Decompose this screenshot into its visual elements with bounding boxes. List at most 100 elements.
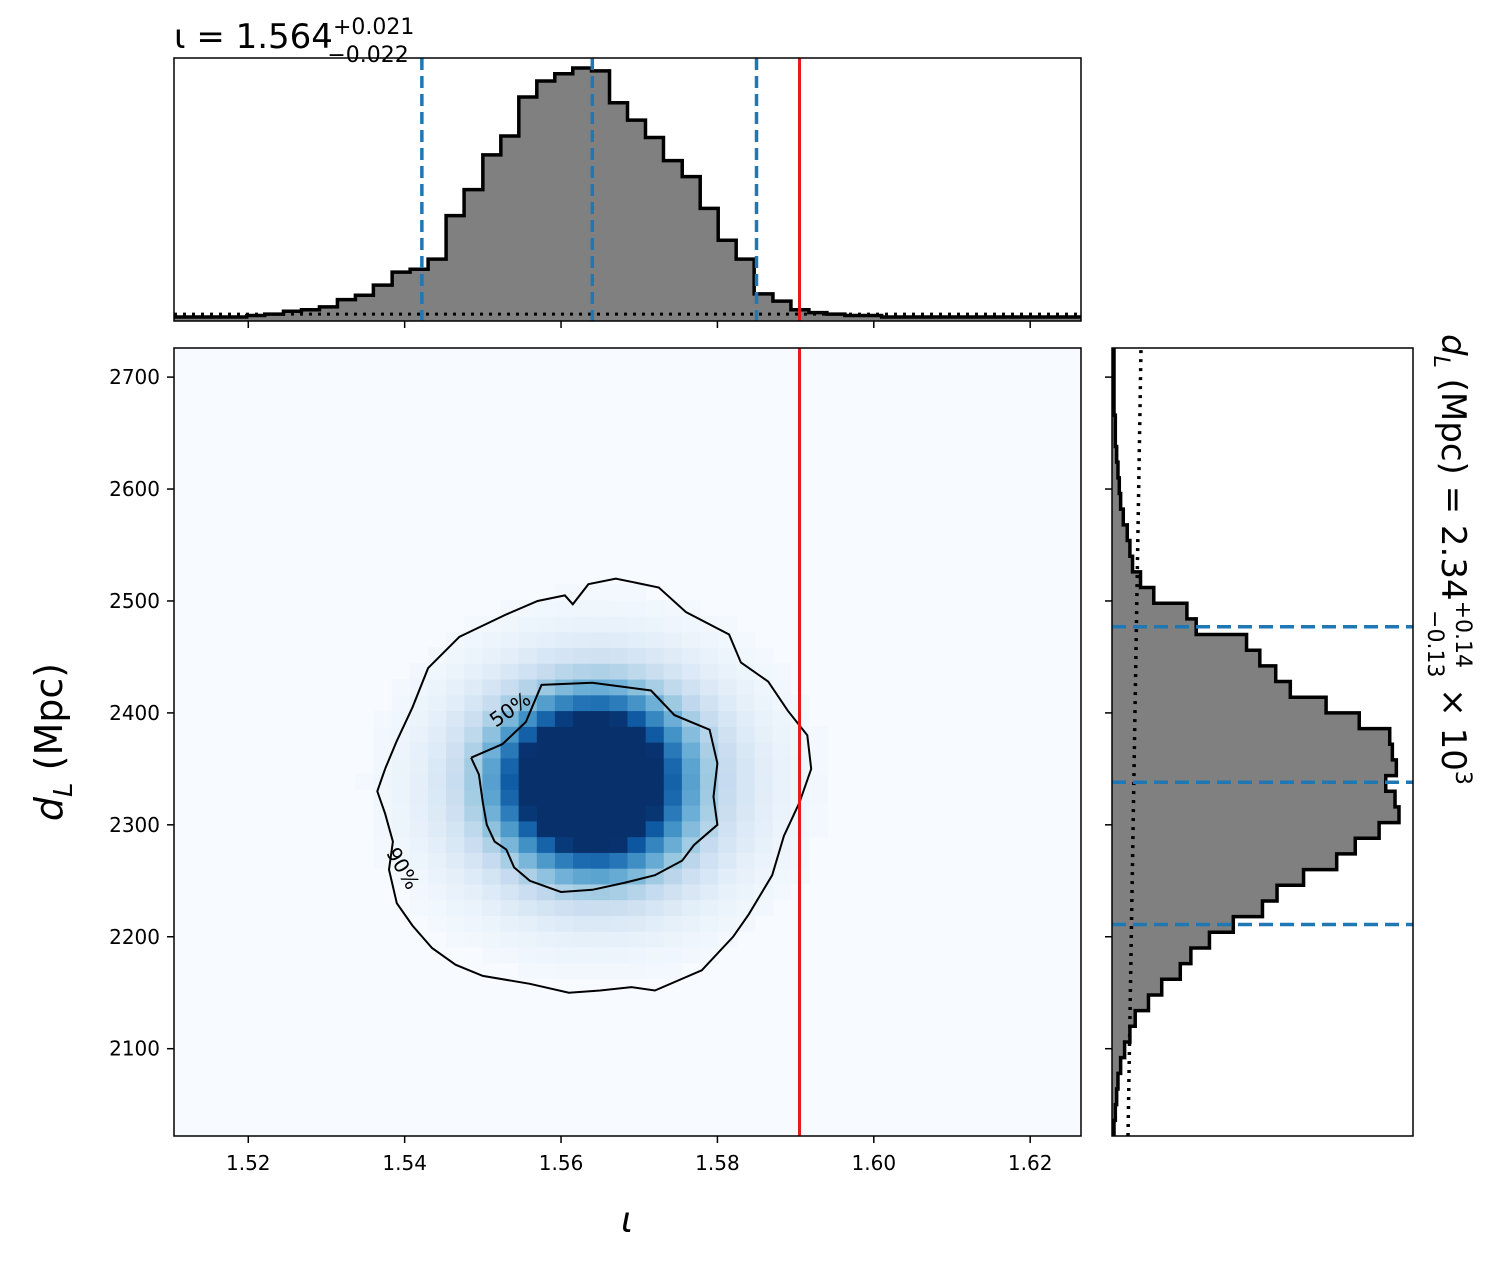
heatmap-cell	[500, 883, 520, 901]
heatmap-cell	[591, 773, 610, 790]
heatmap-cell	[427, 773, 447, 790]
heatmap-cell	[446, 726, 465, 743]
heatmap-cell	[591, 962, 610, 979]
heatmap-cell	[627, 678, 647, 696]
heatmap-cell	[681, 615, 701, 633]
heatmap-cell	[482, 663, 502, 680]
heatmap-cell	[427, 678, 447, 696]
heatmap-cell	[681, 836, 701, 853]
heatmap-cell	[700, 931, 719, 948]
heatmap-cell	[518, 678, 538, 696]
heatmap-cell	[500, 757, 520, 775]
heatmap-cell	[591, 694, 610, 712]
heatmap-cell	[591, 710, 610, 727]
heatmap-cell	[700, 946, 719, 964]
heatmap-cell	[391, 836, 411, 853]
heatmap-cell	[700, 915, 719, 932]
heatmap-cell	[700, 789, 719, 806]
heatmap-cell	[663, 726, 683, 743]
heatmap-cell	[627, 946, 647, 964]
heatmap-cell	[409, 694, 429, 712]
heatmap-cell	[482, 868, 502, 885]
heatmap-cell	[645, 946, 665, 964]
heatmap-cell	[736, 868, 756, 885]
heatmap-cell	[554, 820, 574, 838]
heatmap-cell	[681, 710, 701, 727]
heatmap-cell	[808, 757, 828, 775]
heatmap-cell	[645, 931, 665, 948]
heatmap-cell	[500, 789, 520, 806]
heatmap-cell	[681, 946, 701, 964]
heatmap-cell	[536, 678, 556, 696]
heatmap-cell	[609, 757, 629, 775]
heatmap-cell	[591, 631, 610, 649]
heatmap-cell	[554, 852, 574, 869]
density-heatmap	[355, 584, 828, 979]
heatmap-cell	[627, 757, 647, 775]
heatmap-cell	[736, 883, 756, 901]
heatmap-cell	[500, 600, 520, 617]
contour-90-line	[376, 577, 813, 994]
heatmap-cell	[754, 710, 774, 727]
heatmap-cell	[663, 710, 683, 727]
heatmap-cell	[627, 805, 647, 822]
heatmap-cell	[718, 773, 737, 790]
heatmap-cell	[573, 600, 592, 617]
heatmap-cell	[736, 915, 756, 932]
heatmap-cell	[500, 742, 520, 759]
heatmap-cell	[681, 678, 701, 696]
heatmap-cell	[609, 883, 629, 901]
heatmap-cell	[718, 710, 737, 727]
heatmap-cell	[573, 789, 592, 806]
heatmap-cell	[464, 836, 483, 853]
heatmap-cell	[808, 742, 828, 759]
heatmap-cell	[718, 915, 737, 932]
heatmap-cell	[464, 631, 483, 649]
heatmap-cell	[518, 600, 538, 617]
heatmap-cell	[591, 742, 610, 759]
heatmap-cell	[554, 647, 574, 664]
heatmap-cell	[754, 742, 774, 759]
heatmap-cell	[772, 726, 792, 743]
heatmap-cell	[609, 852, 629, 869]
heatmap-cell	[681, 899, 701, 916]
heatmap-cell	[627, 883, 647, 901]
heatmap-cell	[409, 678, 429, 696]
x-axis-label: ι	[621, 1200, 633, 1241]
top-marginal-title: ι = 1.564+0.021 −0.022	[174, 15, 414, 68]
heatmap-cell	[573, 805, 592, 822]
heatmap-cell	[573, 852, 592, 869]
heatmap-cell	[518, 615, 538, 633]
heatmap-cell	[373, 805, 393, 822]
heatmap-cell	[554, 600, 574, 617]
heatmap-cell	[409, 789, 429, 806]
heatmap-cell	[700, 805, 719, 822]
heatmap-cell	[700, 726, 719, 743]
heatmap-cell	[718, 805, 737, 822]
heatmap-cell	[391, 805, 411, 822]
heatmap-cell	[500, 773, 520, 790]
heatmap-cell	[409, 663, 429, 680]
heatmap-cell	[409, 820, 429, 838]
heatmap-cell	[446, 710, 465, 727]
heatmap-cell	[573, 757, 592, 775]
heatmap-cell	[554, 773, 574, 790]
heatmap-cell	[609, 631, 629, 649]
heatmap-cell	[609, 946, 629, 964]
heatmap-cell	[573, 836, 592, 853]
heatmap-cell	[627, 820, 647, 838]
heatmap-cell	[663, 694, 683, 712]
heatmap-cell	[627, 836, 647, 853]
heatmap-cell	[609, 868, 629, 885]
heatmap-cell	[446, 931, 465, 948]
heatmap-cell	[736, 647, 756, 664]
heatmap-cell	[718, 726, 737, 743]
heatmap-cell	[627, 899, 647, 916]
heatmap-cell	[536, 647, 556, 664]
heatmap-cell	[518, 836, 538, 853]
right-histogram-step	[1112, 348, 1401, 1136]
heatmap-cell	[591, 757, 610, 775]
heatmap-cell	[645, 836, 665, 853]
heatmap-cell	[645, 899, 665, 916]
heatmap-cell	[464, 868, 483, 885]
